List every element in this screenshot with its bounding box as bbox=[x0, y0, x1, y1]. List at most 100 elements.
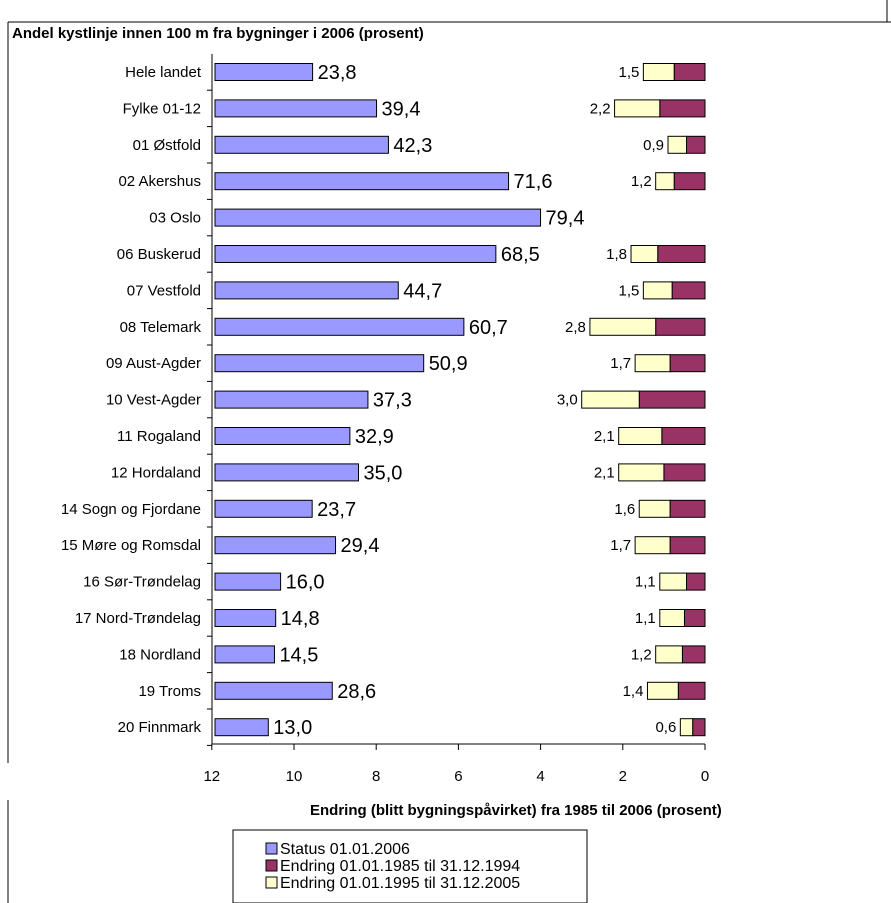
status-value-label: 13,0 bbox=[273, 717, 312, 739]
category-label: 08 Telemark bbox=[120, 319, 202, 336]
change-1985-1994-bar bbox=[671, 281, 706, 300]
change-1995-2005-bar bbox=[655, 645, 683, 664]
status-value-label: 29,4 bbox=[341, 535, 380, 557]
change-1995-2005-bar bbox=[646, 681, 679, 700]
change-total-label: 0,9 bbox=[643, 137, 664, 154]
change-1995-2005-bar bbox=[642, 63, 675, 81]
change-1995-2005-bar bbox=[638, 499, 671, 518]
change-1995-2005-bar bbox=[614, 99, 661, 118]
change-1995-2005-bar bbox=[618, 463, 665, 482]
change-total-label: 1,2 bbox=[631, 646, 652, 663]
status-bar bbox=[214, 681, 333, 700]
status-value-label: 14,8 bbox=[281, 608, 320, 630]
status-bar bbox=[214, 135, 389, 154]
change-total-label: 1,1 bbox=[635, 574, 656, 591]
legend-swatch-change-1985-1994 bbox=[265, 859, 278, 872]
status-value-label: 50,9 bbox=[429, 353, 468, 375]
status-value-label: 79,4 bbox=[546, 208, 585, 230]
status-bar bbox=[214, 645, 275, 664]
change-1995-2005-bar bbox=[630, 245, 659, 263]
change-axis-tick-label: 8 bbox=[372, 768, 380, 785]
status-bar bbox=[214, 245, 497, 263]
legend-label-status: Status 01.01.2006 bbox=[280, 841, 410, 858]
change-total-label: 1,5 bbox=[618, 282, 639, 299]
status-bar bbox=[214, 536, 337, 555]
status-bar bbox=[214, 281, 399, 300]
status-value-label: 37,3 bbox=[373, 390, 412, 412]
change-total-label: 0,6 bbox=[655, 719, 676, 736]
status-value-label: 23,8 bbox=[318, 62, 357, 84]
change-axis-tick-label: 4 bbox=[536, 768, 544, 785]
category-label: Hele landet bbox=[125, 64, 202, 81]
change-total-label: 1,7 bbox=[610, 355, 631, 372]
change-total-label: 2,1 bbox=[594, 428, 615, 445]
status-value-label: 16,0 bbox=[286, 572, 325, 594]
change-1995-2005-bar bbox=[634, 354, 671, 373]
category-label: 12 Hordaland bbox=[111, 464, 201, 481]
category-label: 20 Finnmark bbox=[118, 719, 202, 736]
change-total-label: 1,8 bbox=[606, 246, 627, 263]
category-label: 06 Buskerud bbox=[117, 246, 201, 263]
category-label: 15 Møre og Romsdal bbox=[61, 537, 201, 554]
status-bar bbox=[214, 63, 314, 81]
status-value-label: 14,5 bbox=[279, 644, 318, 666]
status-bar bbox=[214, 718, 269, 737]
change-axis-tick-label: 6 bbox=[454, 768, 462, 785]
change-1985-1994-bar bbox=[669, 499, 706, 518]
change-1985-1994-bar bbox=[686, 572, 706, 591]
status-bar bbox=[214, 463, 359, 482]
category-label: 19 Troms bbox=[138, 683, 201, 700]
change-1995-2005-bar bbox=[659, 572, 688, 591]
status-bar bbox=[214, 172, 510, 191]
change-1985-1994-bar bbox=[681, 645, 706, 664]
status-value-label: 60,7 bbox=[469, 317, 508, 339]
change-1985-1994-bar bbox=[692, 718, 706, 737]
change-1985-1994-bar bbox=[663, 463, 706, 482]
category-label: 10 Vest-Agder bbox=[106, 392, 201, 409]
status-value-label: 44,7 bbox=[403, 280, 442, 302]
change-1995-2005-bar bbox=[589, 317, 657, 336]
change-total-label: 1,7 bbox=[610, 537, 631, 554]
change-total-label: 1,6 bbox=[614, 501, 635, 518]
change-total-label: 2,1 bbox=[594, 464, 615, 481]
change-1985-1994-bar bbox=[673, 63, 706, 81]
change-1995-2005-bar bbox=[659, 609, 685, 627]
change-1985-1994-bar bbox=[677, 681, 706, 700]
status-value-label: 32,9 bbox=[355, 426, 394, 448]
change-1985-1994-bar bbox=[638, 390, 706, 409]
ticks-layer: 12 10 8 6 4 2 0 bbox=[203, 744, 709, 785]
change-axis-tick-label: 0 bbox=[701, 768, 709, 785]
legend: Status 01.01.2006 Endring 01.01.1985 til… bbox=[232, 829, 588, 903]
change-1995-2005-bar bbox=[618, 427, 663, 445]
change-1985-1994-bar bbox=[683, 609, 706, 627]
chart-title: Andel kystlinje innen 100 m fra bygninge… bbox=[12, 25, 424, 42]
change-axis-tick-label: 2 bbox=[619, 768, 627, 785]
change-1985-1994-bar bbox=[655, 317, 706, 336]
legend-label-change-1985-1994: Endring 01.01.1985 til 31.12.1994 bbox=[280, 858, 520, 875]
status-value-label: 42,3 bbox=[393, 135, 432, 157]
change-total-label: 1,2 bbox=[631, 173, 652, 190]
category-label: 16 Sør-Trøndelag bbox=[83, 574, 201, 591]
change-total-label: 2,8 bbox=[565, 319, 586, 336]
change-total-label: 3,0 bbox=[557, 392, 578, 409]
change-total-label: 1,1 bbox=[635, 610, 656, 627]
status-bar bbox=[214, 354, 425, 373]
status-value-label: 35,0 bbox=[364, 462, 403, 484]
change-1985-1994-bar bbox=[661, 427, 706, 445]
status-bar bbox=[214, 499, 313, 518]
category-label: 07 Vestfold bbox=[127, 282, 201, 299]
change-1995-2005-bar bbox=[667, 135, 688, 154]
category-label: 18 Nordland bbox=[119, 646, 201, 663]
status-bar bbox=[214, 609, 277, 627]
change-total-label: 2,2 bbox=[590, 100, 611, 117]
legend-box bbox=[232, 829, 588, 903]
change-1985-1994-bar bbox=[669, 536, 706, 555]
change-axis-tick-label: 12 bbox=[203, 768, 220, 785]
change-total-label: 1,4 bbox=[623, 683, 644, 700]
category-label: 11 Rogaland bbox=[117, 428, 201, 445]
change-1995-2005-bar bbox=[642, 281, 673, 300]
category-label: 01 Østfold bbox=[133, 137, 201, 154]
change-1995-2005-bar bbox=[634, 536, 671, 555]
status-bar bbox=[214, 390, 369, 409]
